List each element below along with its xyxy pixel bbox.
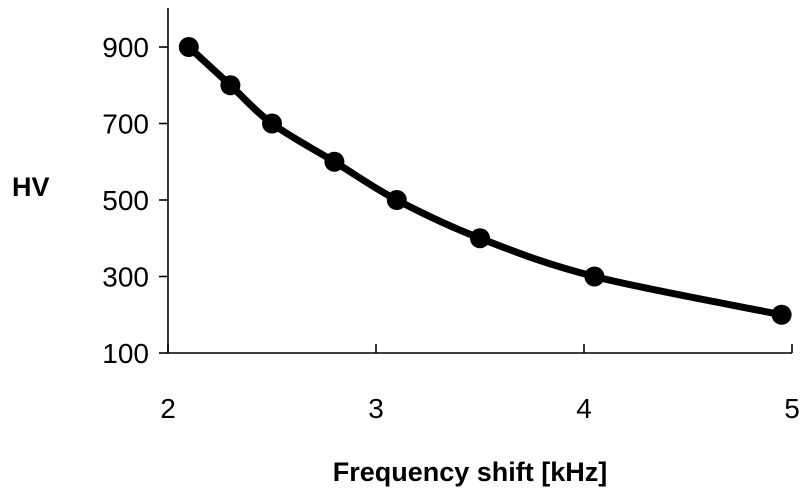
data-point-marker <box>386 190 407 210</box>
data-point-marker <box>178 37 199 57</box>
data-point-marker <box>220 75 241 96</box>
x-tick-label: 5 <box>784 393 800 424</box>
y-ticks: 100 300 500 700 900 <box>102 32 168 369</box>
x-tick-label: 4 <box>576 393 592 424</box>
data-point-marker <box>470 228 490 249</box>
y-tick-label: 500 <box>102 185 149 216</box>
y-tick-label: 700 <box>102 109 149 140</box>
data-point-marker <box>262 113 282 134</box>
y-tick-label: 300 <box>102 262 149 293</box>
data-point-marker <box>771 304 792 325</box>
x-ticks: 2 3 4 5 <box>160 344 800 424</box>
y-tick-label: 100 <box>102 338 149 369</box>
axes-group: 100 300 500 700 900 2 3 4 5 <box>102 8 800 424</box>
data-point-marker <box>584 266 605 287</box>
y-tick-label: 900 <box>102 32 149 63</box>
x-tick-label: 2 <box>160 393 176 424</box>
y-axis-title: HV <box>12 172 50 202</box>
x-axis-title: Frequency shift [kHz] <box>333 457 608 487</box>
x-tick-label: 3 <box>368 393 384 424</box>
series-group <box>178 37 792 325</box>
series-line <box>185 43 786 319</box>
data-point-marker <box>324 151 345 172</box>
